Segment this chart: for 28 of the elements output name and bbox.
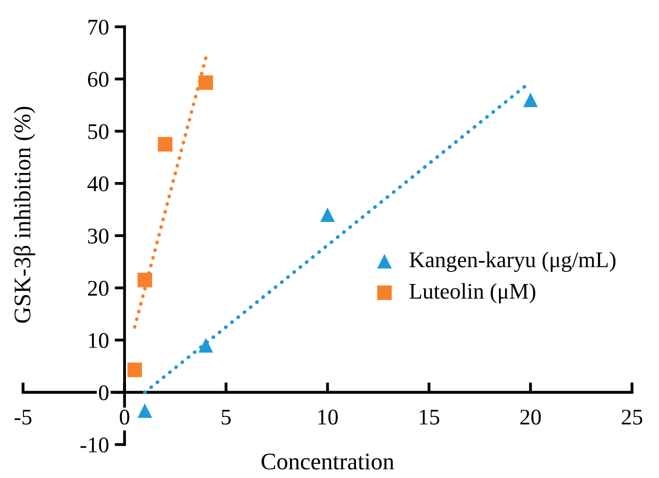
x-axis-title: Concentration bbox=[262, 454, 394, 470]
y-tick-label: 30 bbox=[88, 228, 108, 244]
point bbox=[138, 272, 152, 288]
point bbox=[158, 136, 172, 152]
x-tick-label: 10 bbox=[318, 410, 338, 425]
point bbox=[138, 403, 152, 418]
y-tick-label: 0 bbox=[99, 385, 108, 400]
point bbox=[127, 362, 142, 378]
y-tick-label: 70 bbox=[88, 20, 108, 35]
point bbox=[523, 92, 538, 108]
point bbox=[320, 207, 335, 222]
x-tick-label: 15 bbox=[420, 410, 440, 425]
legend-label: Kangen-karyu (μg/mL) bbox=[410, 252, 616, 272]
point bbox=[198, 75, 214, 90]
y-tick-label: 20 bbox=[88, 280, 108, 296]
x-tick-label: -5 bbox=[14, 410, 32, 425]
y-tick-label: 60 bbox=[88, 72, 108, 87]
x-tick-label: 20 bbox=[520, 410, 541, 425]
x-tick-label: 5 bbox=[222, 410, 231, 425]
x-tick-label: 0 bbox=[120, 410, 130, 425]
y-tick-label: 10 bbox=[89, 333, 108, 348]
point bbox=[198, 338, 214, 353]
y-tick-label: 50 bbox=[88, 124, 108, 140]
y-tick-label: 40 bbox=[87, 176, 108, 192]
legend-label: Luteolin (μM) bbox=[410, 283, 536, 304]
y-tick-label: -10 bbox=[80, 437, 108, 452]
x-tick-label: 25 bbox=[622, 410, 642, 425]
y-axis-title: GSK-3β inhibition (%) bbox=[14, 106, 36, 323]
